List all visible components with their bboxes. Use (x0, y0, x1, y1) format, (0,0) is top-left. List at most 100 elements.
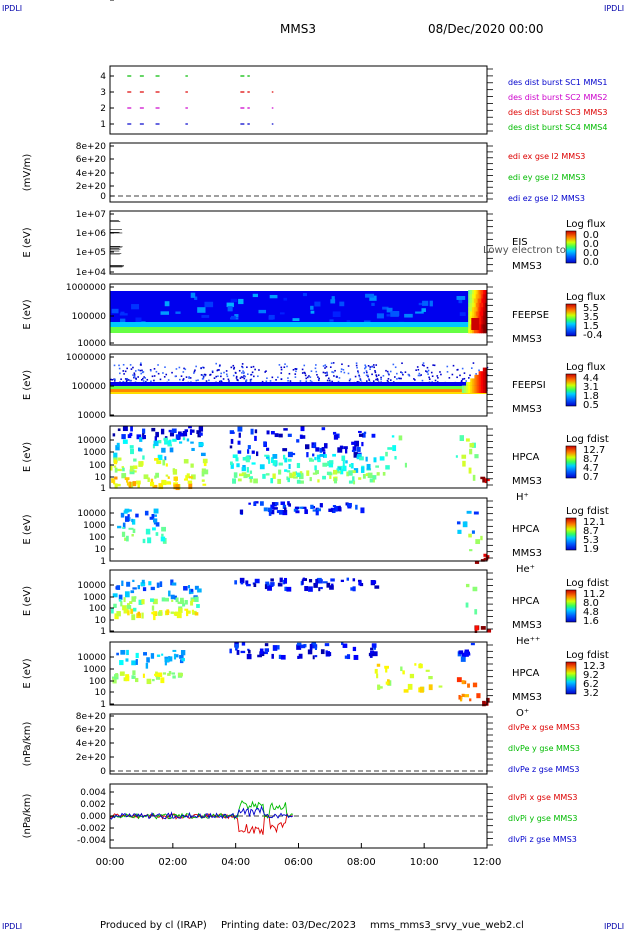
heatmap-cell (464, 651, 469, 657)
heatmap-cell (278, 364, 281, 366)
heatmap-cell (387, 447, 393, 450)
heatmap-cell (118, 457, 122, 461)
heatmap-cell (174, 654, 179, 658)
heatmap-cell (248, 502, 251, 505)
heatmap-cell (131, 304, 140, 310)
heatmap-cell (137, 376, 139, 378)
heatmap-cell (153, 508, 159, 514)
heatmap-cell (345, 447, 348, 454)
heatmap-cell (111, 478, 115, 483)
heatmap-cell (485, 294, 488, 299)
heatmap-cell (316, 508, 321, 512)
heatmap-cell (371, 580, 377, 584)
y-tick-label: 4 (100, 72, 106, 82)
heatmap-cell (259, 464, 265, 470)
colorbar-tick-label: 1.6 (583, 616, 599, 627)
heatmap-cell (276, 510, 280, 514)
heatmap-cell (467, 683, 470, 688)
spacecraft-label: MMS3 (512, 334, 542, 345)
heatmap-cell (142, 371, 145, 373)
heatmap-cell (375, 375, 378, 378)
heatmap-cell (244, 375, 247, 378)
heatmap-cell (229, 648, 232, 654)
heatmap-cell (158, 483, 164, 490)
heatmap-cell (179, 441, 183, 444)
heatmap-cell (238, 298, 244, 305)
heatmap-cell (359, 378, 362, 380)
heatmap-cell (398, 435, 403, 441)
heatmap-cell (152, 527, 156, 531)
heatmap-cell (320, 649, 325, 655)
heatmap-cell (384, 665, 389, 669)
heatmap-cell (481, 294, 484, 299)
y-tick-label: 0.000 (80, 812, 106, 822)
heatmap-cell (387, 372, 390, 375)
heatmap-cell (331, 371, 333, 373)
heatmap-cell (470, 294, 473, 299)
heatmap-cell (485, 311, 488, 317)
species-label: O⁺ (516, 708, 529, 719)
heatmap-cell (259, 501, 264, 506)
heatmap-cell (278, 462, 283, 466)
heatmap-cell (115, 445, 120, 451)
heatmap-cell (463, 372, 466, 374)
heatmap-cell (157, 372, 160, 375)
heatmap-cell (475, 539, 481, 545)
heatmap-cell (167, 673, 171, 676)
heatmap-cell (114, 378, 116, 381)
heatmap-cell (171, 672, 176, 675)
heatmap-cell (193, 370, 196, 373)
heatmap-cell (340, 368, 343, 370)
heatmap-cell (239, 577, 245, 584)
legend-entry: des dist burst SC4 MMS4 (508, 123, 607, 132)
heatmap-cell (270, 582, 275, 586)
heatmap-cell (182, 371, 185, 373)
heatmap-cell (326, 582, 331, 588)
heatmap-cell (142, 434, 146, 440)
y-tick-label: 10000 (77, 509, 106, 519)
heatmap-cell (110, 327, 487, 333)
species-label: He⁺⁺ (516, 636, 540, 647)
y-axis-label: E (eV) (22, 299, 33, 329)
heatmap-cell (366, 463, 371, 470)
panel-feepsi: 10000 100000 1000000 E (eV) FEEPSI MMS3 Log fl… (22, 353, 606, 421)
heatmap-cell (485, 290, 488, 295)
heatmap-cell (333, 434, 339, 440)
heatmap-cell (191, 447, 195, 451)
heatmap-cell (131, 675, 135, 679)
heatmap-cell (341, 642, 344, 646)
heatmap-cell (332, 362, 335, 364)
heatmap-cell (270, 477, 274, 484)
heatmap-cell (342, 460, 345, 467)
heatmap-cell (377, 684, 381, 690)
heatmap-cell (353, 654, 359, 660)
heatmap-cell (400, 371, 402, 373)
heatmap-cell (232, 374, 235, 377)
heatmap-cell (463, 389, 467, 393)
heatmap-cell (134, 677, 139, 683)
heatmap-cell (127, 610, 130, 616)
heatmap-cell (327, 377, 330, 380)
heatmap-cell (277, 645, 280, 650)
y-tick-label: 1e+07 (76, 210, 106, 220)
heatmap-cell (250, 373, 252, 376)
legend-entry: dlvPe y gse MMS3 (508, 744, 580, 753)
heatmap-cell (140, 364, 142, 366)
heatmap-cell (326, 379, 329, 382)
heatmap-cell (358, 581, 362, 586)
heatmap-cell (326, 372, 328, 374)
heatmap-cell (298, 474, 304, 480)
heatmap-cell (131, 596, 136, 602)
instrument-label: HPCA (512, 452, 540, 463)
heatmap-cell (156, 582, 160, 588)
heatmap-cell (201, 479, 205, 482)
heatmap-cell (314, 457, 317, 461)
heatmap-cell (474, 609, 478, 615)
heatmap-cell (113, 378, 115, 380)
heatmap-cell (140, 378, 143, 381)
heatmap-cell (473, 298, 477, 304)
heatmap-cell (124, 370, 127, 373)
heatmap-cell (233, 367, 235, 370)
heatmap-cell (175, 368, 178, 370)
heatmap-cell (120, 378, 122, 381)
